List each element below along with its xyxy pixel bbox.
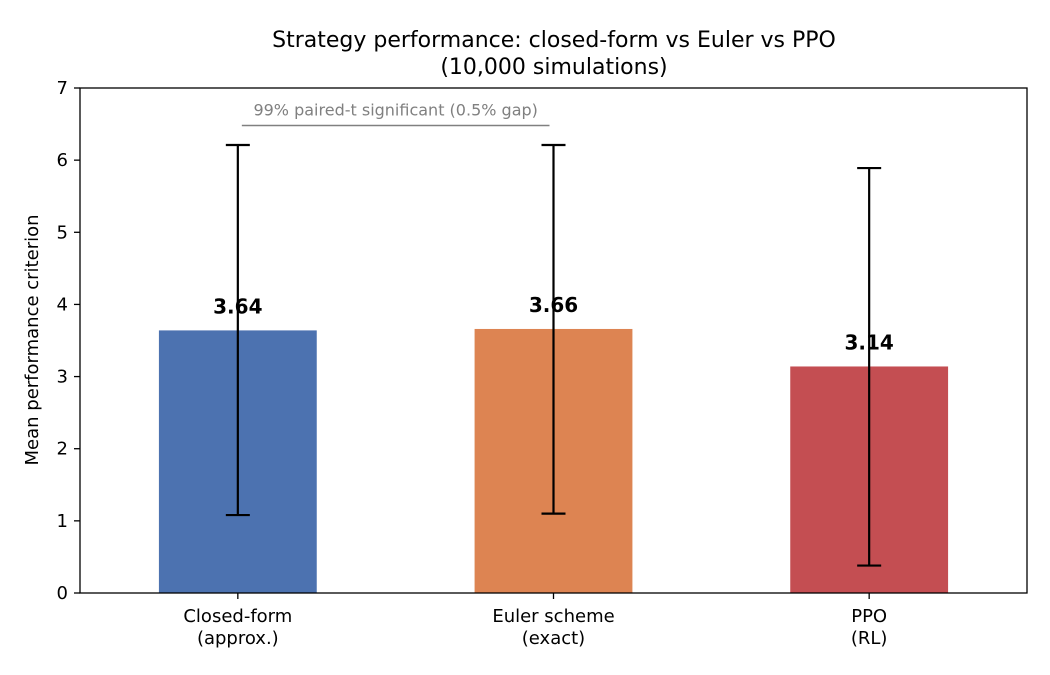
y-tick-label: 2: [57, 439, 68, 460]
x-tick-label: Closed-form: [183, 606, 292, 627]
x-tick-label: (exact): [522, 628, 585, 649]
y-axis-label: Mean performance criterion: [22, 214, 43, 465]
plot-area: 3.64 3.66 3.14 99% paired-t significant (0.…: [57, 78, 1028, 649]
data-label: 3.14: [844, 330, 893, 354]
y-tick-label: 1: [57, 511, 68, 532]
y-tick-label: 0: [57, 583, 68, 604]
significance-annotation: 99% paired-t significant (0.5% gap): [253, 101, 537, 120]
y-tick-label: 6: [57, 150, 68, 171]
y-tick-label: 5: [57, 222, 68, 243]
chart-title: Strategy performance: closed-form vs Eul…: [272, 28, 836, 53]
x-tick-label: (RL): [851, 628, 888, 649]
chart-subtitle: (10,000 simulations): [440, 55, 667, 80]
x-tick-label: (approx.): [197, 628, 279, 649]
x-tick-label: Euler scheme: [492, 606, 614, 627]
data-label: 3.66: [529, 293, 578, 317]
y-tick-label: 7: [57, 78, 68, 99]
x-tick-label: PPO: [851, 606, 887, 627]
y-tick-label: 3: [57, 367, 68, 388]
y-tick-label: 4: [57, 294, 68, 315]
data-label: 3.64: [213, 294, 262, 318]
